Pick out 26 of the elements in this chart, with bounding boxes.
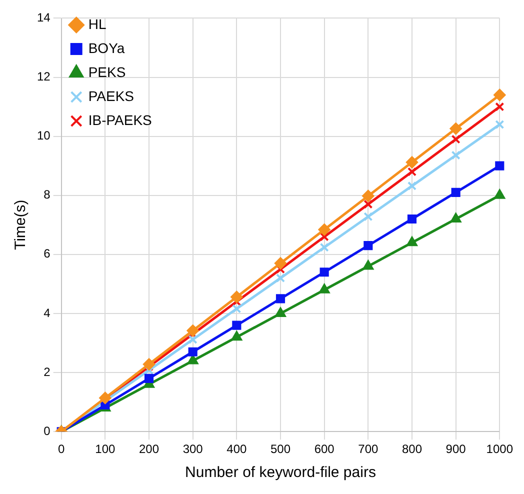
y-tick-label: 10 [36, 128, 51, 143]
y-axis-title: Time(s) [12, 200, 30, 250]
x-tick-label: 300 [182, 442, 204, 456]
x-tick-label: 500 [270, 442, 291, 456]
x-tick-label: 600 [314, 442, 335, 456]
y-tick-label: 6 [44, 246, 51, 261]
x-tick-label: 800 [402, 442, 422, 456]
legend-label: IB-PAEKS [88, 112, 152, 128]
x-tick-label: 200 [138, 442, 160, 456]
legend-label: PEKS [88, 64, 126, 80]
x-tick-label: 700 [358, 442, 378, 456]
y-tick-label: 8 [44, 188, 51, 202]
y-tick-label: 2 [44, 364, 51, 379]
x-tick-label: 900 [446, 442, 466, 456]
legend-label: HL [88, 16, 106, 32]
x-axis-title: Number of keyword-file pairs [185, 464, 376, 482]
y-tick-label: 4 [44, 306, 51, 320]
legend-label: BOYa [88, 40, 125, 56]
x-tick-label: 1000 [486, 442, 514, 456]
y-tick-label: 14 [36, 10, 51, 25]
x-tick-label: 0 [58, 442, 66, 456]
y-tick-label: 0 [44, 424, 51, 438]
x-tick-label: 100 [95, 442, 116, 456]
y-tick-label: 12 [36, 70, 51, 84]
legend-label: PAEKS [88, 88, 134, 104]
x-tick-label: 400 [226, 442, 247, 456]
